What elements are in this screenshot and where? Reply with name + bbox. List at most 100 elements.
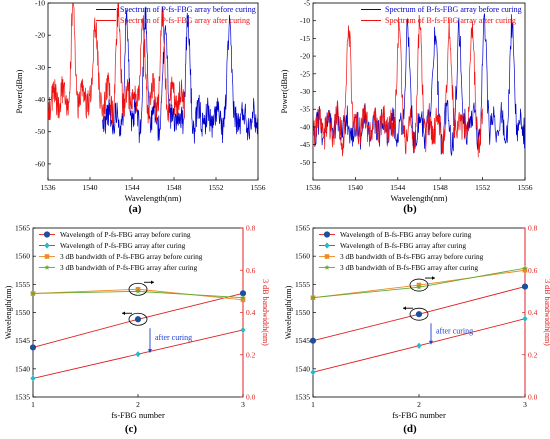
data-point (135, 288, 141, 294)
data-point (240, 326, 246, 334)
data-point (30, 290, 36, 296)
x-axis-label: Wavelength(nm) (125, 193, 182, 203)
data-point (30, 375, 36, 382)
x-tick-label: 1536 (306, 183, 321, 192)
y-tick-label: 1565 (15, 224, 30, 233)
data-point (416, 284, 422, 290)
highlight-ellipse (128, 312, 148, 326)
legend-entry: 3 dB bandwidth of B-fs-FBG array before … (340, 252, 484, 261)
x-tick-label: 1544 (125, 183, 140, 192)
annotation-text: after curing (155, 333, 192, 342)
legend-entry: Spectrum of B-fs-FBG array after curing (385, 16, 516, 25)
y-tick-label: 1545 (295, 336, 310, 345)
x-tick-label: 1556 (251, 183, 266, 192)
data-point (323, 231, 331, 238)
axes-c: 1 2 3 1535 1540 1545 1550 1555 1560 1565 0.0 0.2 0.4… (4, 224, 270, 436)
data-point (522, 267, 528, 273)
axes-a: 1536 1540 1544 1548 1552 1556 -60 -50 -40 -30 -20 -… (14, 0, 266, 215)
data-point (240, 297, 246, 303)
annotation-text: after curing (436, 326, 473, 335)
data-point (44, 264, 50, 270)
y-tick-label: 1560 (15, 252, 30, 261)
y-tick-label: -45 (300, 140, 310, 149)
y-tick-label: -50 (300, 158, 310, 167)
x-tick-label: 1548 (167, 183, 182, 192)
x-tick-label: 1540 (348, 183, 363, 192)
y-tick-label: -50 (35, 127, 45, 136)
y-right-tick-label: 0.4 (246, 308, 256, 317)
data-point (135, 351, 141, 358)
y-tick-label: -15 (300, 34, 310, 43)
curing-arrowhead (429, 340, 433, 345)
x-axis-label: Wavelength(nm) (391, 193, 448, 203)
y-tick-label: 1555 (295, 280, 310, 289)
y-right-tick-label: 0.4 (528, 308, 538, 317)
x-tick-label: 1548 (433, 183, 448, 192)
x-tick-label: 3 (523, 400, 527, 409)
x-tick-label: 2 (136, 400, 140, 409)
legend-entry: Spectrum of B-fs-FBG array before curing (385, 5, 522, 14)
y-right-tick-label: 0.0 (246, 393, 256, 402)
data-point (29, 344, 37, 351)
y-tick-label: 1540 (295, 364, 310, 373)
y-right-tick-label: 0.6 (246, 266, 256, 275)
panel-label: (a) (129, 203, 142, 215)
data-point (324, 242, 330, 249)
data-point (416, 342, 422, 349)
pointer-arrowhead (403, 306, 406, 310)
data-point (522, 315, 528, 322)
y-tick-label: -30 (300, 87, 310, 96)
y-tick-label: 1540 (15, 364, 30, 373)
highlight-ellipse (128, 282, 148, 296)
y-tick-label: -5 (304, 0, 310, 8)
y-tick-label: 1565 (295, 224, 310, 233)
y-tick-label: -25 (300, 69, 310, 78)
y-tick-label: -20 (35, 31, 45, 40)
y-right-tick-label: 0.2 (246, 350, 256, 359)
data-point (309, 337, 317, 344)
y-tick-label: 1545 (15, 336, 30, 345)
y-tick-label: 1555 (15, 280, 30, 289)
y-right-tick-label: 0.6 (528, 266, 538, 275)
series-line (48, 3, 185, 126)
y-right-tick-label: 0.2 (528, 350, 538, 359)
y-right-axis-label: 3 dB bandwidth(nm) (261, 279, 270, 346)
data-point (134, 316, 142, 323)
y-axis-label: Power(dBm) (279, 69, 289, 113)
y-axis-label: Wavelength(nm) (4, 285, 13, 339)
panel-label: (b) (403, 203, 417, 215)
y-tick-label: -35 (300, 105, 310, 114)
y-right-tick-label: 0.0 (528, 393, 538, 402)
x-tick-label: 1 (311, 400, 315, 409)
y-tick-label: -60 (35, 159, 45, 168)
y-tick-label: -30 (35, 63, 45, 72)
pointer-arrowhead (151, 280, 154, 285)
y-tick-label: 1535 (15, 393, 30, 402)
data-point (44, 242, 50, 249)
y-tick-label: 1560 (295, 252, 310, 261)
y-axis-label: Power(dBm) (14, 69, 24, 113)
x-tick-label: 1544 (390, 183, 405, 192)
axes-d: 1 2 3 1535 1540 1545 1550 1555 1560 1565 0.0 0.2 0.4… (284, 224, 550, 436)
y-right-tick-label: 0.8 (528, 224, 538, 233)
legend-entry: 3 dB bandwidth of B-fs-FBG array after c… (340, 263, 478, 272)
y-tick-label: 1550 (15, 308, 30, 317)
x-axis-label: fs-FBG number (111, 410, 165, 420)
legend-entry: Spectrum of P-fs-FBG array after curing (120, 16, 250, 25)
legend-entry: 3 dB bandwidth of P-fs-FBG array before … (60, 252, 203, 261)
y-tick-label: -40 (300, 122, 310, 131)
x-tick-label: 1540 (83, 183, 98, 192)
plot-frame (47, 2, 259, 181)
y-tick-label: 1550 (295, 308, 310, 317)
series-line (313, 14, 483, 158)
legend-entry: Wavelength of P-fs-FBG array after curin… (60, 241, 186, 250)
x-tick-label: 1536 (41, 183, 56, 192)
data-point (521, 283, 529, 290)
series-line (102, 6, 258, 144)
x-tick-label: 1552 (209, 183, 224, 192)
highlight-ellipse (409, 307, 429, 321)
panel-label: (d) (403, 423, 417, 435)
legend-entry: Wavelength of P-fs-FBG array before curi… (60, 230, 191, 239)
y-tick-label: 1535 (295, 393, 310, 402)
